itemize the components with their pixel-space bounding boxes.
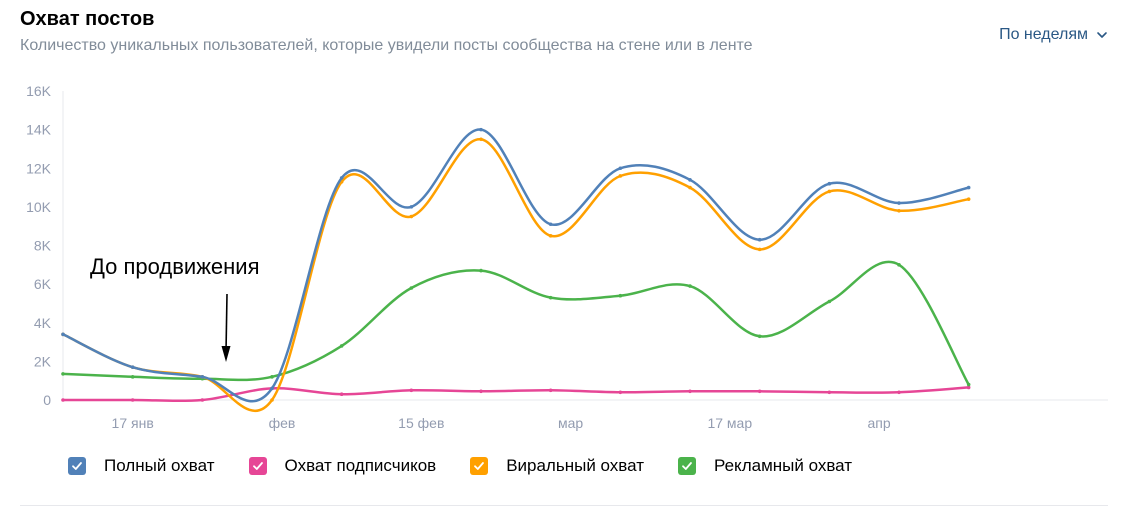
y-tick-label: 6K [34,276,52,292]
data-point [270,386,274,391]
data-point [339,392,344,397]
data-point [618,293,623,298]
series-line [61,260,970,386]
data-point [548,234,553,238]
data-point [618,174,623,178]
data-point [966,197,971,201]
data-point [688,178,692,182]
data-point [827,299,832,304]
data-point [409,286,414,290]
series-line [61,386,970,403]
legend-item-viral-reach[interactable]: Виральный охват [470,456,644,476]
data-point [897,390,901,395]
data-point [618,166,623,171]
data-point [130,375,135,379]
data-point [130,365,135,369]
x-tick-label: мар [558,415,583,431]
period-label: По неделям [999,26,1088,43]
data-point [688,284,692,288]
data-point [200,375,205,379]
x-tick-label: апр [868,415,891,431]
legend-label: Рекламный охват [714,456,853,475]
data-point [339,344,344,348]
data-point [130,398,135,402]
data-point [827,189,832,194]
data-point [61,372,65,376]
series-full-reach [61,127,971,403]
x-axis: 17 янв фев 15 фев мар 17 мар апр [63,399,1108,431]
legend-item-ad-reach[interactable]: Рекламный охват [678,456,852,476]
line-chart: 0 2K 4K 6K 8K 10K 12K 14K 16K 17 янв фев 15 фев мар… [26,83,1108,431]
checkbox-icon[interactable] [68,457,86,475]
y-tick-label: 4K [34,315,52,331]
data-point [688,185,692,190]
data-point [757,237,762,242]
divider [20,505,1108,506]
data-point [897,201,901,205]
data-point [548,222,553,227]
data-point [61,332,65,337]
data-point [688,389,692,394]
data-point [200,398,205,402]
chart-subtitle: Количество уникальных пользователей, кот… [20,37,753,54]
series-line [61,138,970,412]
data-point [339,176,344,180]
x-tick-label: фев [269,415,296,431]
chart-series [61,127,971,412]
data-point [270,398,274,402]
annotation: До продвижения [90,254,260,362]
x-tick-label: 15 фев [398,415,444,431]
legend-item-subscribers-reach[interactable]: Охват подписчиков [248,456,437,476]
data-point [897,208,901,213]
period-dropdown[interactable]: По неделям [999,26,1108,44]
data-point [409,388,414,393]
data-point [479,389,483,394]
legend-label: Полный охват [104,456,215,475]
series-ad-reach [61,260,971,387]
y-tick-label: 12K [26,160,52,176]
legend-item-full-reach[interactable]: Полный охват [68,456,215,476]
y-axis: 0 2K 4K 6K 8K 10K 12K 14K 16K [26,83,64,408]
data-point [479,268,483,273]
chevron-down-icon [1097,32,1107,38]
chart-legend: Полный охват Охват подписчиков Виральный… [68,456,852,476]
data-point [409,205,414,209]
data-point [897,263,901,267]
data-point [757,247,762,252]
arrow-shaft [225,293,228,353]
data-point [827,181,832,186]
data-point [966,385,971,390]
x-tick-label: 17 янв [112,415,154,431]
checkbox-icon[interactable] [470,457,489,475]
y-tick-label: 10K [26,199,52,215]
data-point [966,382,971,387]
y-tick-label: 14K [26,122,52,138]
legend-label: Виральный охват [506,456,645,475]
x-tick-label: 17 мар [707,415,752,431]
data-point [479,127,483,132]
y-tick-label: 0 [43,392,51,408]
data-point [757,334,762,339]
series-subscribers-reach [61,385,971,403]
legend-label: Охват подписчиков [284,456,437,475]
data-point [409,214,414,219]
data-point [548,295,553,300]
annotation-label: До продвижения [90,254,260,279]
y-tick-label: 8K [34,238,52,254]
data-point [757,389,762,394]
data-point [270,375,274,379]
chart-title: Охват постов [20,8,155,30]
checkbox-icon[interactable] [248,457,267,475]
y-tick-label: 2K [34,353,52,369]
checkbox-icon[interactable] [678,457,697,475]
series-line [61,128,970,403]
data-point [61,398,65,402]
data-point [966,185,971,190]
y-tick-label: 16K [26,83,52,99]
arrow-head-icon [221,346,231,362]
data-point [479,137,483,142]
data-point [827,390,832,395]
data-point [618,390,623,395]
data-point [548,388,553,393]
